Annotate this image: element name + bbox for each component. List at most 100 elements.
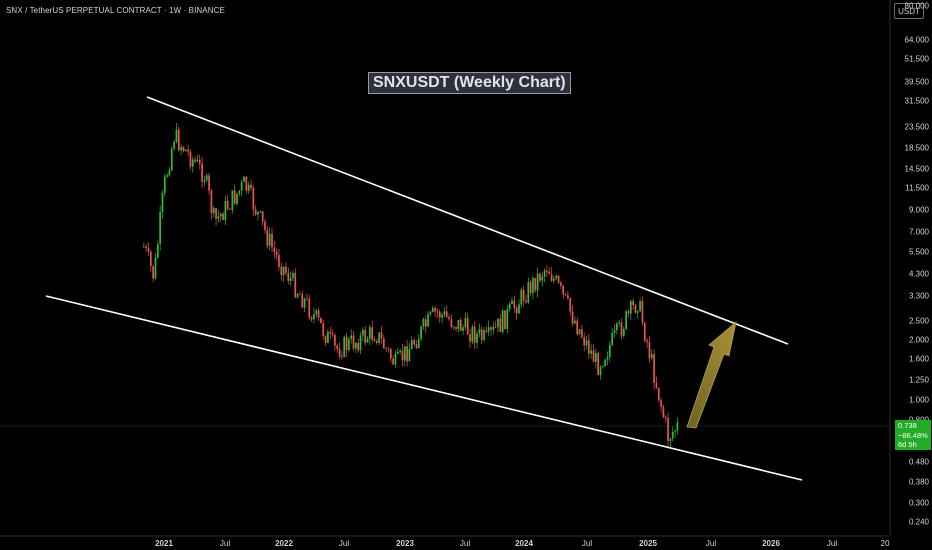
candle-body xyxy=(427,313,429,327)
candle-body xyxy=(499,318,502,332)
candle-body xyxy=(378,332,381,343)
candle-body xyxy=(352,335,355,349)
candle-body xyxy=(581,329,583,338)
candle-body xyxy=(608,345,611,358)
candle-body xyxy=(215,208,217,219)
candle-body xyxy=(350,335,353,340)
candle-body xyxy=(522,289,525,301)
candle-body xyxy=(161,192,164,213)
candle-body xyxy=(329,331,332,334)
projection-arrow[interactable] xyxy=(686,320,737,429)
candle-body xyxy=(306,298,308,300)
candle-body xyxy=(632,301,634,306)
candle-body xyxy=(159,212,161,244)
candle-body xyxy=(599,366,602,376)
candle-body xyxy=(662,406,665,417)
price-axis-label: 0.240 xyxy=(908,517,929,527)
candle-body xyxy=(466,317,469,335)
candle-body xyxy=(271,233,273,248)
candle-body xyxy=(550,274,553,281)
candle-body xyxy=(275,251,278,256)
candle-body xyxy=(441,314,443,318)
candle-body xyxy=(261,211,264,222)
candle-body xyxy=(462,327,464,331)
candle-body xyxy=(613,330,616,334)
candle-body xyxy=(189,151,192,167)
price-axis-label: 0.300 xyxy=(908,498,929,508)
channel-lower-line[interactable] xyxy=(45,295,803,481)
price-axis-label: 18.500 xyxy=(904,143,929,153)
candle-body xyxy=(264,221,266,230)
time-axis-label: Jul xyxy=(338,539,350,548)
candle-body xyxy=(534,277,537,291)
candle-body xyxy=(434,308,436,312)
price-axis-label: 51.500 xyxy=(904,54,929,64)
candle-body xyxy=(149,251,152,267)
candle-body xyxy=(203,180,206,182)
candle-body xyxy=(497,318,499,328)
candle-body xyxy=(576,320,579,335)
candle-body xyxy=(583,337,586,346)
candle-body xyxy=(175,129,178,142)
candle-body xyxy=(529,282,532,293)
candle-body xyxy=(578,329,581,335)
candle-body xyxy=(168,170,171,176)
candle-body xyxy=(667,418,669,442)
candle-body xyxy=(273,247,276,252)
candle-body xyxy=(268,233,271,246)
candle-body xyxy=(368,327,371,339)
candle-body xyxy=(660,400,662,407)
candle-body xyxy=(494,326,497,328)
candle-body xyxy=(285,266,287,273)
candle-body xyxy=(296,293,299,298)
candle-body xyxy=(585,340,588,346)
time-axis-label: 2025 xyxy=(639,539,657,548)
candle-body xyxy=(243,176,245,182)
candle-body xyxy=(187,149,189,152)
candle-body xyxy=(406,346,408,362)
candle-body xyxy=(622,329,625,336)
candle-body xyxy=(525,300,527,303)
candle-body xyxy=(219,213,222,217)
candle-body xyxy=(317,310,320,318)
candle-body xyxy=(336,345,339,349)
candle-body xyxy=(473,326,476,343)
candle-body xyxy=(669,438,672,442)
price-axis-label: 11.500 xyxy=(905,183,929,193)
candle-body xyxy=(567,295,569,298)
candle-body xyxy=(205,175,208,181)
candle-body xyxy=(443,311,446,315)
candle-body xyxy=(322,323,325,336)
candle-body xyxy=(564,294,567,296)
candle-body xyxy=(366,338,369,343)
chart-title-annotation[interactable]: SNXUSDT (Weekly Chart) xyxy=(368,72,571,94)
candle-body xyxy=(555,276,558,279)
candle-body xyxy=(247,184,250,191)
candle-body xyxy=(154,257,157,279)
candle-body xyxy=(452,326,455,328)
candle-body xyxy=(629,301,632,314)
candle-body xyxy=(331,333,334,335)
candle-body xyxy=(518,304,520,314)
price-axis-label: 39.500 xyxy=(904,77,929,87)
candle-body xyxy=(650,354,653,359)
candle-body xyxy=(415,344,418,349)
candle-body xyxy=(527,282,530,303)
currency-selector[interactable]: USDT xyxy=(894,3,924,19)
candle-body xyxy=(541,276,544,281)
candle-body xyxy=(399,350,401,352)
symbol-header[interactable]: SNX / TetherUS PERPETUAL CONTRACT · 1W ·… xyxy=(6,6,225,15)
candle-body xyxy=(487,327,490,332)
candle-body xyxy=(413,340,415,345)
candle-body xyxy=(142,246,145,248)
candle-body xyxy=(643,322,646,341)
candle-body xyxy=(292,272,294,278)
candle-body xyxy=(194,159,196,162)
candle-body xyxy=(236,193,238,204)
candle-body xyxy=(520,289,523,305)
candle-body xyxy=(348,339,350,350)
channel-upper-line[interactable] xyxy=(146,96,789,345)
candle-body xyxy=(671,432,674,439)
